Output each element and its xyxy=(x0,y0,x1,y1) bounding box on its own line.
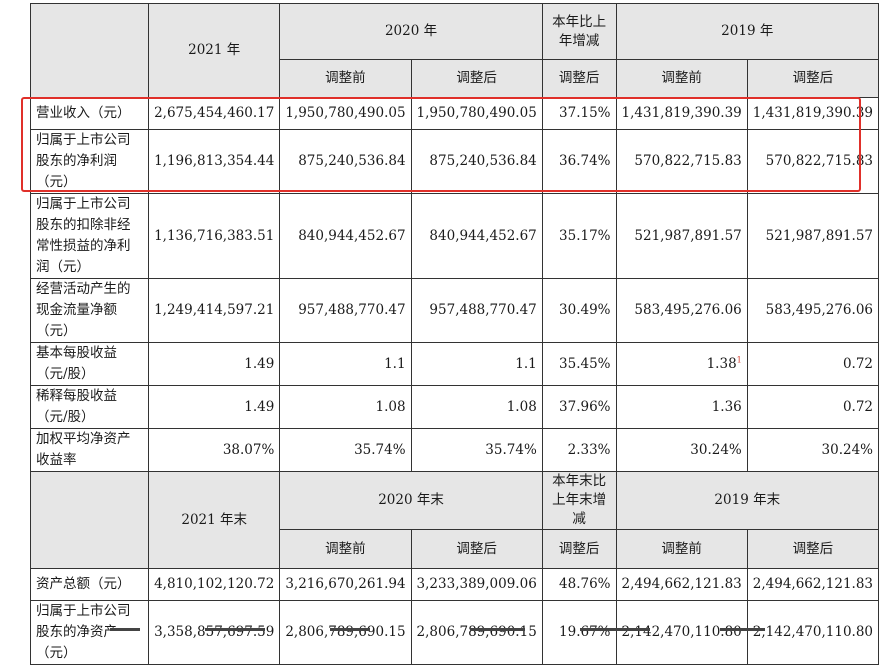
row-label: 资产总额（元） xyxy=(29,568,150,601)
value-2021: 38.07% xyxy=(148,428,281,472)
value-2020-after: 1,950,780,490.05 xyxy=(410,97,543,130)
value-2019-before: 570,822,715.83 xyxy=(615,129,748,194)
value-2021: 1,136,716,383.51 xyxy=(148,193,281,279)
value-2019-before: 1.36 xyxy=(615,385,748,429)
table-row-net-assets: 归属于上市公司股东的净资产（元） 3,358,857,697.59 2,806,… xyxy=(29,600,879,665)
value-change: 37.15% xyxy=(541,97,617,130)
cropped-text-strip xyxy=(0,626,879,632)
value-2020-before: 957,488,770.47 xyxy=(279,278,412,343)
value-2021: 1.49 xyxy=(148,385,281,429)
value-2021: 2,675,454,460.17 xyxy=(148,97,281,130)
header-2019-before: 调整前 xyxy=(615,59,748,98)
value-2019-before: 1.38 xyxy=(706,355,737,372)
table-row-operating-cashflow: 经营活动产生的现金流量净额（元） 1,249,414,597.21 957,48… xyxy=(29,278,879,343)
value-2019-before-cell: 1.381 xyxy=(615,342,748,386)
value-2021: 4,810,102,120.72 xyxy=(148,568,281,601)
value-2020-before: 1,950,780,490.05 xyxy=(279,97,412,130)
row-label: 归属于上市公司股东的净资产（元） xyxy=(29,600,150,665)
value-change: 2.33% xyxy=(541,428,617,472)
header-2020-end-before: 调整前 xyxy=(279,529,412,569)
header-change-end: 本年末比上年末增减 xyxy=(541,471,617,530)
value-2020-after: 1.1 xyxy=(410,342,543,386)
header-2020-before: 调整前 xyxy=(279,59,412,98)
value-2020-before: 1.1 xyxy=(279,342,412,386)
value-2019-after: 583,495,276.06 xyxy=(746,278,879,343)
header-2020-end: 2020 年末 xyxy=(279,471,543,530)
row-label: 经营活动产生的现金流量净额（元） xyxy=(29,278,150,343)
value-2020-after: 35.74% xyxy=(410,428,543,472)
value-2019-before: 2,142,470,110.80 xyxy=(615,600,748,665)
value-change: 30.49% xyxy=(541,278,617,343)
value-change: 35.45% xyxy=(541,342,617,386)
value-change: 48.76% xyxy=(541,568,617,601)
table-row-diluted-eps: 稀释每股收益（元/股） 1.49 1.08 1.08 37.96% 1.36 0… xyxy=(29,385,879,429)
value-2021: 3,358,857,697.59 xyxy=(148,600,281,665)
value-2019-before: 521,987,891.57 xyxy=(615,193,748,279)
header-2020: 2020 年 xyxy=(279,3,543,60)
value-2019-before: 583,495,276.06 xyxy=(615,278,748,343)
table-row-net-profit-deducted: 归属于上市公司股东的扣除非经常性损益的净利润（元） 1,136,716,383.… xyxy=(29,193,879,279)
header-change: 本年比上年增减 xyxy=(541,3,617,60)
corner-cell-2 xyxy=(29,471,150,569)
header-2020-after: 调整后 xyxy=(410,59,543,98)
value-2019-after: 0.72 xyxy=(746,385,879,429)
value-2021: 1,196,813,354.44 xyxy=(148,129,281,194)
value-2020-after: 2,806,789,690.15 xyxy=(410,600,543,665)
value-2019-after: 30.24% xyxy=(746,428,879,472)
value-2020-before: 840,944,452.67 xyxy=(279,193,412,279)
value-2020-after: 840,944,452.67 xyxy=(410,193,543,279)
row-label: 归属于上市公司股东的扣除非经常性损益的净利润（元） xyxy=(29,193,150,279)
row-label: 归属于上市公司股东的净利润（元） xyxy=(29,129,150,194)
value-2019-after: 2,494,662,121.83 xyxy=(746,568,879,601)
row-label: 基本每股收益（元/股） xyxy=(29,342,150,386)
header-change-after: 调整后 xyxy=(541,59,617,98)
value-2020-before: 875,240,536.84 xyxy=(279,129,412,194)
header-2019: 2019 年 xyxy=(615,3,879,60)
header-change-end-after: 调整后 xyxy=(541,529,617,569)
header-2019-after: 调整后 xyxy=(746,59,879,98)
value-2020-before: 35.74% xyxy=(279,428,412,472)
table-row-basic-eps: 基本每股收益（元/股） 1.49 1.1 1.1 35.45% 1.381 0.… xyxy=(29,342,879,386)
financial-summary-table: 2021 年 2020 年 本年比上年增减 2019 年 调整前 调整后 调整后… xyxy=(29,3,879,665)
value-2019-after: 0.72 xyxy=(746,342,879,386)
header-2020-end-after: 调整后 xyxy=(410,529,543,569)
value-2020-after: 1.08 xyxy=(410,385,543,429)
footnote-mark: 1 xyxy=(736,355,742,364)
value-2020-before: 1.08 xyxy=(279,385,412,429)
value-2019-after: 2,142,470,110.80 xyxy=(746,600,879,665)
value-2020-after: 875,240,536.84 xyxy=(410,129,543,194)
header-2019-end-before: 调整前 xyxy=(615,529,748,569)
table-row-net-profit: 归属于上市公司股东的净利润（元） 1,196,813,354.44 875,24… xyxy=(29,129,879,194)
value-2020-before: 2,806,789,690.15 xyxy=(279,600,412,665)
header-2021-end: 2021 年末 xyxy=(148,471,281,569)
header-2019-end: 2019 年末 xyxy=(615,471,879,530)
value-2019-after: 521,987,891.57 xyxy=(746,193,879,279)
row-label: 营业收入（元） xyxy=(29,97,150,130)
value-change: 35.17% xyxy=(541,193,617,279)
value-change: 37.96% xyxy=(541,385,617,429)
row-label: 加权平均净资产收益率 xyxy=(29,428,150,472)
value-2021: 1.49 xyxy=(148,342,281,386)
value-change: 19.67% xyxy=(541,600,617,665)
value-2019-before: 2,494,662,121.83 xyxy=(615,568,748,601)
table-row-total-assets: 资产总额（元） 4,810,102,120.72 3,216,670,261.9… xyxy=(29,568,879,601)
value-2019-after: 570,822,715.83 xyxy=(746,129,879,194)
value-2021: 1,249,414,597.21 xyxy=(148,278,281,343)
value-2020-after: 3,233,389,009.06 xyxy=(410,568,543,601)
corner-cell xyxy=(29,3,150,98)
header-2021: 2021 年 xyxy=(148,3,281,98)
value-2019-before: 1,431,819,390.39 xyxy=(615,97,748,130)
value-2019-after: 1,431,819,390.39 xyxy=(746,97,879,130)
value-change: 36.74% xyxy=(541,129,617,194)
value-2020-after: 957,488,770.47 xyxy=(410,278,543,343)
header-2019-end-after: 调整后 xyxy=(746,529,879,569)
table-row-revenue: 营业收入（元） 2,675,454,460.17 1,950,780,490.0… xyxy=(29,97,879,130)
row-label: 稀释每股收益（元/股） xyxy=(29,385,150,429)
value-2019-before: 30.24% xyxy=(615,428,748,472)
table-row-roe: 加权平均净资产收益率 38.07% 35.74% 35.74% 2.33% 30… xyxy=(29,428,879,472)
value-2020-before: 3,216,670,261.94 xyxy=(279,568,412,601)
